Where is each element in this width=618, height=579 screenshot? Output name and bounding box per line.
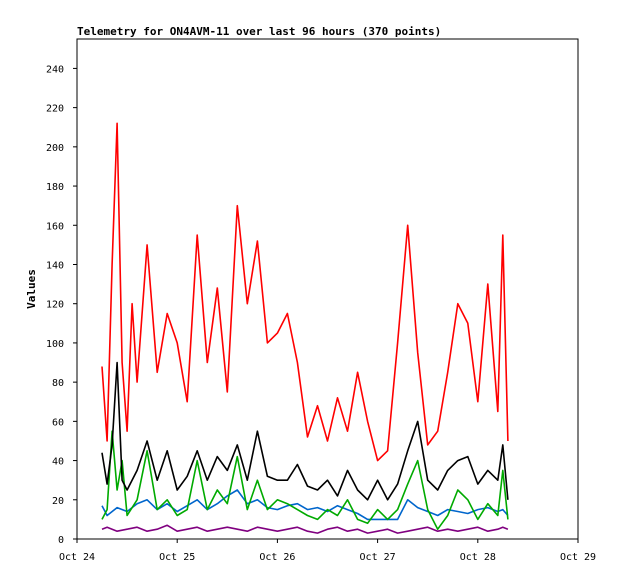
chart-title: Telemetry for ON4AVM-11 over last 96 hou… [77, 25, 441, 38]
y-tick-label: 160 [46, 221, 64, 232]
x-tick-label: Oct 24 [59, 552, 95, 563]
y-tick-label: 220 [46, 104, 64, 115]
series-line [101, 524, 509, 534]
x-tick-label: Oct 29 [560, 552, 596, 563]
plot-area [76, 38, 579, 540]
x-axis: Oct 24 Oct 25 Oct 26 Oct 27 Oct 28 Oct 29 [59, 539, 596, 563]
y-tick-label: 200 [46, 143, 64, 154]
y-tick-label: 20 [52, 496, 64, 507]
x-tick-label: Oct 26 [259, 552, 295, 563]
x-tick-label: Oct 28 [460, 552, 496, 563]
y-tick-label: 120 [46, 300, 64, 311]
series-line [101, 489, 509, 521]
y-tick-label: 0 [58, 535, 64, 546]
series-line [101, 122, 509, 462]
x-tick-label: Oct 27 [360, 552, 396, 563]
y-axis: 0 20 40 60 80 100 120 140 160 180 200 220 240 [46, 64, 77, 546]
y-tick-label: 140 [46, 260, 64, 271]
y-axis-label: Values [25, 269, 38, 309]
x-tick-label: Oct 25 [159, 552, 195, 563]
y-tick-label: 40 [52, 457, 64, 468]
series-line [101, 361, 509, 501]
y-tick-label: 180 [46, 182, 64, 193]
y-tick-label: 80 [52, 378, 64, 389]
y-tick-label: 60 [52, 417, 64, 428]
y-tick-label: 240 [46, 64, 64, 75]
series-layer [101, 122, 509, 534]
y-tick-label: 100 [46, 339, 64, 350]
series-line [101, 430, 509, 531]
